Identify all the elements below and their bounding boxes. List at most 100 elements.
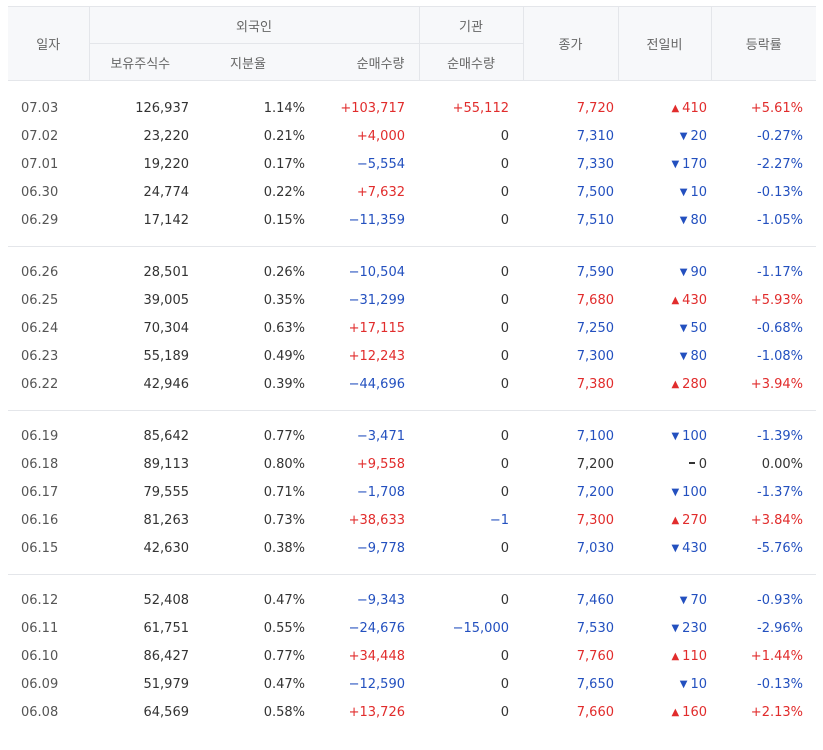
cell-net-institution: 0 <box>500 376 509 392</box>
cell-date: 06.22 <box>21 376 59 392</box>
group-divider <box>8 398 816 411</box>
up-arrow-icon: ▲ <box>671 706 680 718</box>
cell-date: 06.25 <box>21 292 59 308</box>
cell-share-ratio: 0.49% <box>263 348 305 364</box>
cell-change: ▼ 50 <box>618 314 711 342</box>
cell-date: 07.03 <box>21 100 59 116</box>
table-row: 06.24 70,304 0.63% +17,115 0 7,250 ▼ 50 -0.68% <box>8 314 816 342</box>
cell-share-ratio: 1.14% <box>263 100 305 116</box>
up-arrow-icon: ▲ <box>671 294 680 306</box>
cell-date: 06.16 <box>21 512 59 528</box>
cell-holdings: 24,774 <box>143 184 190 200</box>
cell-change-value: 280 <box>682 376 707 392</box>
cell-date: 06.24 <box>21 320 59 336</box>
header-foreign: 외국인 <box>88 6 419 44</box>
cell-net-foreign: −5,554 <box>356 156 405 172</box>
cell-change: ▼ 80 <box>618 342 711 370</box>
cell-change-value: 430 <box>682 292 707 308</box>
cell-close: 7,300 <box>576 512 614 528</box>
cell-change-value: 90 <box>690 264 707 280</box>
down-arrow-icon: ▼ <box>671 542 680 554</box>
cell-holdings: 28,501 <box>143 264 190 280</box>
cell-share-ratio: 0.55% <box>263 620 305 636</box>
table-row: 06.12 52,408 0.47% −9,343 0 7,460 ▼ 70 -0.93% <box>8 586 816 614</box>
cell-rate: +5.61% <box>750 100 803 116</box>
table-row: 06.18 89,113 0.80% +9,558 0 7,200 0 0.00% <box>8 450 816 478</box>
table-row: 06.30 24,774 0.22% +7,632 0 7,500 ▼ 10 -0.13% <box>8 178 816 206</box>
cell-date: 06.19 <box>21 428 59 444</box>
cell-date: 06.29 <box>21 212 59 228</box>
cell-net-institution: 0 <box>500 592 509 608</box>
cell-date: 06.17 <box>21 484 59 500</box>
table-header: 일자 외국인 기관 종가 전일비 등락률 보유주식수 지분율 순매수량 순매수량 <box>8 6 816 81</box>
down-arrow-icon: ▼ <box>671 622 680 634</box>
table-row: 06.09 51,979 0.47% −12,590 0 7,650 ▼ 10 -0.13% <box>8 670 816 698</box>
cell-net-foreign: −9,778 <box>356 540 405 556</box>
cell-change: ▼ 80 <box>618 206 711 234</box>
header-net-institution: 순매수량 <box>418 43 523 81</box>
cell-date: 06.15 <box>21 540 59 556</box>
cell-net-institution: 0 <box>500 292 509 308</box>
cell-share-ratio: 0.21% <box>263 128 305 144</box>
cell-net-foreign: +9,558 <box>356 456 405 472</box>
cell-change-value: 160 <box>682 704 707 720</box>
header-share-ratio: 지분율 <box>191 43 305 81</box>
cell-net-foreign: −10,504 <box>348 264 405 280</box>
up-arrow-icon: ▲ <box>671 102 680 114</box>
cell-net-institution: 0 <box>500 456 509 472</box>
cell-change: ▼ 100 <box>618 478 711 506</box>
down-arrow-icon: ▼ <box>679 266 688 278</box>
header-rate: 등락률 <box>710 6 816 81</box>
cell-date: 07.02 <box>21 128 59 144</box>
cell-net-foreign: +12,243 <box>348 348 405 364</box>
up-arrow-icon: ▲ <box>671 378 680 390</box>
table-row: 06.29 17,142 0.15% −11,359 0 7,510 ▼ 80 -1.05% <box>8 206 816 234</box>
cell-share-ratio: 0.73% <box>263 512 305 528</box>
down-arrow-icon: ▼ <box>679 594 688 606</box>
table-body: 07.03 126,937 1.14% +103,717 +55,112 7,720 ▲ 41… <box>8 81 816 727</box>
cell-close: 7,200 <box>576 484 614 500</box>
cell-net-institution: 0 <box>500 648 509 664</box>
up-arrow-icon: ▲ <box>671 650 680 662</box>
cell-change-value: 10 <box>690 676 707 692</box>
cell-holdings: 64,569 <box>143 704 190 720</box>
cell-net-foreign: +7,632 <box>356 184 405 200</box>
cell-date: 06.12 <box>21 592 59 608</box>
cell-share-ratio: 0.80% <box>263 456 305 472</box>
cell-change: 0 <box>618 450 711 478</box>
cell-close: 7,380 <box>576 376 614 392</box>
cell-close: 7,660 <box>576 704 614 720</box>
cell-net-foreign: +38,633 <box>348 512 405 528</box>
cell-holdings: 17,142 <box>143 212 190 228</box>
cell-change-value: 100 <box>682 484 707 500</box>
header-change: 전일비 <box>617 6 711 81</box>
cell-holdings: 52,408 <box>143 592 190 608</box>
cell-rate: -0.93% <box>757 592 803 608</box>
cell-net-institution: 0 <box>500 184 509 200</box>
cell-change-value: 50 <box>690 320 707 336</box>
cell-change: ▼ 90 <box>618 258 711 286</box>
table-row: 07.02 23,220 0.21% +4,000 0 7,310 ▼ 20 -0.27% <box>8 122 816 150</box>
cell-holdings: 39,005 <box>143 292 190 308</box>
cell-share-ratio: 0.77% <box>263 648 305 664</box>
cell-share-ratio: 0.58% <box>263 704 305 720</box>
cell-change: ▼ 10 <box>618 670 711 698</box>
cell-change: ▲ 270 <box>618 506 711 534</box>
cell-change-value: 430 <box>682 540 707 556</box>
cell-change-value: 20 <box>690 128 707 144</box>
cell-rate: -1.05% <box>757 212 803 228</box>
table-row: 06.11 61,751 0.55% −24,676 −15,000 7,530 ▼ 230-… <box>8 614 816 642</box>
cell-close: 7,760 <box>576 648 614 664</box>
cell-share-ratio: 0.39% <box>263 376 305 392</box>
cell-date: 07.01 <box>21 156 59 172</box>
cell-date: 06.26 <box>21 264 59 280</box>
investor-trading-table: 일자 외국인 기관 종가 전일비 등락률 보유주식수 지분율 순매수량 순매수량… <box>8 6 816 726</box>
cell-net-institution: 0 <box>500 704 509 720</box>
cell-net-institution: 0 <box>500 128 509 144</box>
down-arrow-icon: ▼ <box>679 186 688 198</box>
cell-date: 06.10 <box>21 648 59 664</box>
down-arrow-icon: ▼ <box>671 158 680 170</box>
table-row: 07.03 126,937 1.14% +103,717 +55,112 7,720 ▲ 41… <box>8 94 816 122</box>
cell-net-institution: 0 <box>500 676 509 692</box>
down-arrow-icon: ▼ <box>671 486 680 498</box>
